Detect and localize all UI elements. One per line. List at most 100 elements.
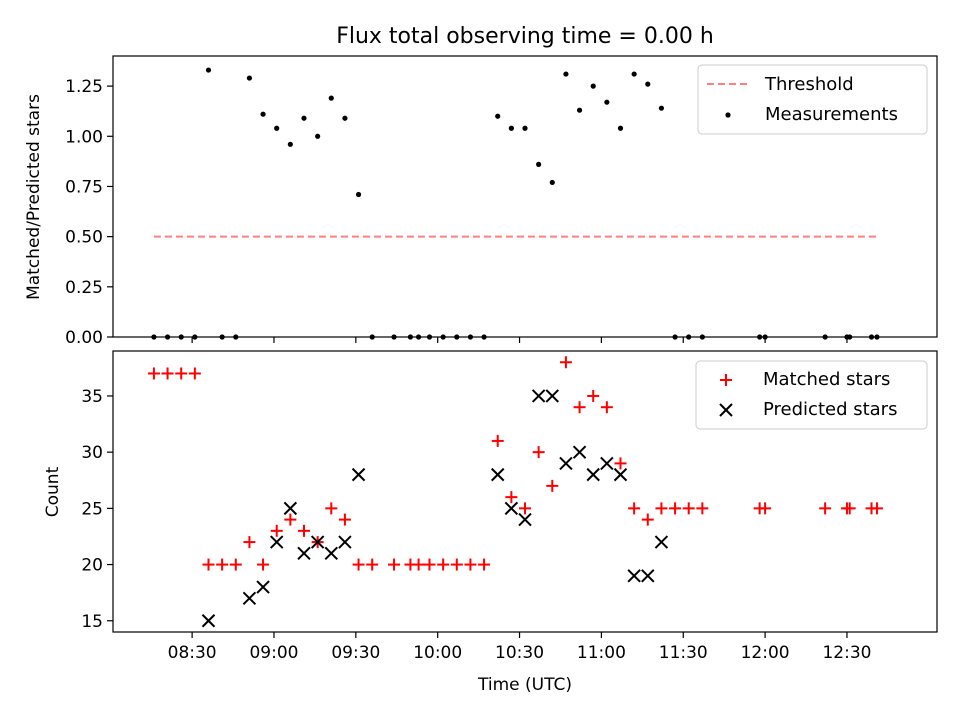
matched-star-point — [161, 367, 174, 380]
matched-star-point — [284, 513, 297, 526]
matched-star-point — [338, 513, 351, 526]
matched-star-point — [559, 356, 572, 369]
matched-star-point — [325, 502, 338, 515]
matched-legend-swatch — [720, 374, 732, 386]
matched-star-point — [505, 491, 518, 504]
count-y-tick-label: 20 — [81, 556, 103, 576]
x-tick-label: 10:30 — [495, 643, 544, 663]
ratio-y-tick-label: 0.75 — [65, 177, 103, 197]
measurement-point — [631, 71, 637, 77]
matched-star-point — [655, 502, 668, 515]
predicted-legend-swatch — [719, 403, 733, 417]
matched-star-point — [243, 536, 256, 549]
predicted-star-point — [201, 614, 216, 628]
count-y-axis-label: Count — [43, 466, 63, 517]
matched-star-point — [614, 457, 627, 470]
measurement-point — [205, 67, 212, 73]
matched-star-point — [682, 502, 695, 515]
predicted-star-point — [627, 569, 641, 583]
ratio-y-tick-label: 0.25 — [65, 278, 103, 298]
predicted-star-point — [600, 456, 614, 471]
predicted-star-point — [491, 467, 505, 482]
matched-star-point — [229, 558, 242, 571]
predicted-star-point — [351, 467, 366, 482]
matched-star-point — [628, 502, 641, 515]
matched-star-point — [669, 502, 682, 515]
measurement-point — [549, 179, 555, 186]
ratio-plot-area — [151, 67, 880, 340]
measurement-point — [536, 161, 542, 167]
measurement-point — [315, 133, 321, 139]
matched-star-point — [532, 446, 545, 459]
ratio-panel: 0.00 0.25 0.50 0.75 1.00 1.25 Matched/Predict… — [24, 55, 938, 348]
measurement-point — [342, 115, 348, 121]
matched-star-point — [819, 502, 832, 515]
matched-star-point — [464, 558, 477, 571]
matched-star-point — [600, 401, 613, 414]
matched-star-point — [546, 479, 559, 492]
ratio-y-tick-label: 1.00 — [65, 127, 103, 147]
matched-star-point — [188, 367, 201, 380]
predicted-star-point — [531, 389, 546, 403]
x-tick-label: 12:00 — [741, 643, 790, 663]
matched-star-point — [216, 558, 229, 571]
x-tick-label: 11:30 — [659, 643, 708, 663]
count-y-tick-label: 35 — [81, 387, 103, 407]
matched-legend-marker — [720, 374, 732, 386]
predicted-star-point — [270, 535, 284, 549]
matched-star-point — [297, 524, 310, 537]
predicted-star-point — [641, 569, 655, 583]
matched-star-point — [870, 502, 883, 515]
matched-star-point — [478, 558, 491, 571]
predicted-star-point — [310, 535, 325, 549]
chart-title: Flux total observing time = 0.00 h — [336, 24, 714, 49]
predicted-legend-marker — [719, 403, 733, 417]
x-axis-label: Time (UTC) — [477, 675, 572, 695]
count-y-tick-label: 25 — [81, 499, 103, 519]
count-legend: Matched stars Predicted stars — [695, 360, 928, 430]
matched-star-point — [587, 389, 600, 402]
matched-star-point — [412, 558, 425, 571]
matched-star-point — [423, 558, 436, 571]
matched-star-point — [352, 558, 365, 571]
matched-star-point — [450, 558, 463, 571]
measurement-point — [355, 191, 362, 198]
measurement-point — [590, 83, 596, 89]
x-tick-label: 09:30 — [331, 643, 380, 663]
matched-star-point — [759, 502, 772, 515]
ratio-y-axis-label: Matched/Predicted stars — [24, 94, 44, 300]
measurement-point — [604, 99, 610, 105]
matched-star-point — [202, 558, 215, 571]
count-axes-frame — [112, 350, 938, 633]
measurement-point — [328, 95, 334, 101]
matched-star-point — [257, 558, 270, 571]
matched-star-point — [366, 558, 379, 571]
matched-star-point — [491, 434, 504, 447]
predicted-star-point — [654, 535, 669, 549]
matched-star-point — [519, 502, 531, 515]
matched-star-point — [437, 558, 450, 571]
measurement-point — [495, 113, 501, 119]
measurement-point — [576, 107, 583, 113]
measurement-point — [645, 81, 651, 87]
predicted-star-point — [283, 501, 298, 516]
ratio-y-ticks: 0.00 0.25 0.50 0.75 1.00 1.25 — [65, 77, 113, 348]
matched-star-point — [843, 502, 856, 515]
matched-star-point — [696, 502, 709, 515]
predicted-star-point — [586, 467, 600, 482]
predicted-star-point — [559, 456, 573, 471]
threshold-legend-label: Threshold — [764, 74, 854, 95]
measurements-legend-label: Measurements — [765, 104, 898, 125]
ratio-legend-box — [697, 64, 928, 135]
ratio-y-tick-label: 0.50 — [65, 228, 103, 248]
measurements-legend-swatch — [725, 112, 731, 118]
predicted-star-point — [613, 467, 628, 482]
x-tick-label: 11:00 — [577, 643, 626, 663]
count-x-ticks: 08:30 09:00 09:30 10:00 10:30 11:00 11:30 12:00… — [168, 632, 871, 663]
ratio-y-tick-label: 1.25 — [65, 77, 103, 97]
predicted-star-point — [297, 546, 311, 561]
count-panel: 15 20 25 30 35 08:30 09:00 09:30 10:00 10:30 11:0… — [43, 350, 938, 695]
predicted-star-point — [324, 546, 338, 561]
measurement-point — [617, 125, 624, 131]
matched-star-point — [147, 367, 160, 380]
